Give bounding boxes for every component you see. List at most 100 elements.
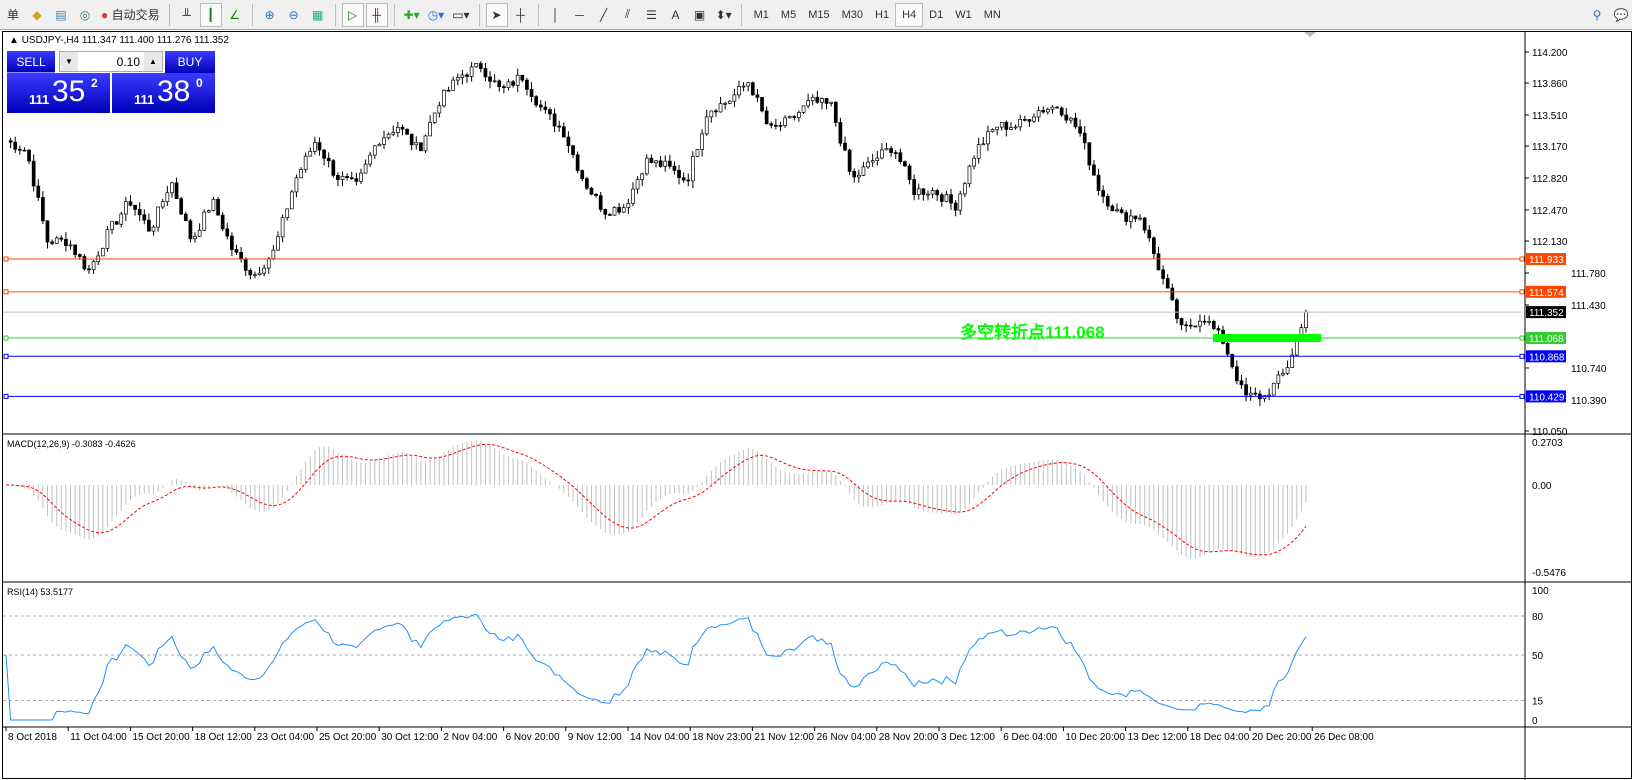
candle-body [944,194,949,202]
zoom-in-icon[interactable]: ⊕ [264,7,275,22]
time-axis-label: 13 Dec 12:00 [1128,732,1188,743]
auto-scroll-icon[interactable]: ▷ [341,2,364,27]
crosshair-icon[interactable]: ┼ [516,7,525,22]
price-level-tag [1526,332,1566,345]
candle-body [1290,354,1295,368]
candle-body [188,220,193,240]
navigator-icon[interactable]: ▤ [55,7,67,22]
text-label-icon[interactable]: ▣ [693,7,706,22]
candle-body [930,190,935,195]
tile-windows-icon[interactable]: ▦ [311,7,324,22]
lot-decrease-button[interactable]: ▼ [60,52,78,71]
auto-trading-button[interactable]: ● 自动交易 [98,3,163,27]
line-chart-icon[interactable]: ∠ [229,7,240,22]
menu-fragment[interactable]: 单 [6,8,19,22]
price-tick-label: 113.170 [1532,142,1568,153]
level-handle [3,353,9,359]
candle-body [852,171,857,178]
rsi-axis-label: 100 [1532,586,1549,597]
lot-increase-button[interactable]: ▲ [144,52,162,71]
buy-price[interactable]: 111 38 0 [112,73,215,113]
price-level-label: 111.068 [1529,334,1564,345]
timeframe-m30[interactable]: M30 [841,8,864,21]
chart-shift-icon[interactable]: ╫ [365,2,388,27]
timeframe-mn[interactable]: MN [983,8,1001,21]
candle-body [774,124,778,127]
candle-body [921,188,926,195]
equidistant-channel-icon[interactable]: ⫽ [624,7,631,21]
search-icon[interactable]: ⚲ [1592,7,1602,22]
timeframe-w1[interactable]: W1 [955,8,972,21]
time-axis-label: 18 Oct 12:00 [195,732,253,743]
candle-body [1179,318,1184,326]
candle-body [128,201,133,206]
candle-body [110,221,114,230]
candle-body [1032,116,1036,122]
arrows-icon[interactable]: ⬍▾ [715,7,732,22]
candle-body [41,197,45,222]
zoom-out-icon[interactable]: ⊖ [288,7,299,22]
candle-body [22,149,27,152]
chat-icon[interactable]: 💬 [1613,7,1629,22]
candle-body [1092,164,1096,176]
cursor-icon[interactable]: ➤ [485,2,508,27]
timeframe-m15[interactable]: M15 [808,8,830,21]
candle-body [114,221,119,225]
sell-button[interactable]: SELL [7,51,55,73]
candle-body [271,249,276,259]
level-handle [1519,256,1525,262]
candle-body [824,98,829,104]
candle-body [395,126,400,133]
candle-body [488,76,492,82]
candlestick-icon[interactable]: ┃ [199,2,222,27]
lot-input[interactable]: 0.10 [116,54,140,69]
templates-icon[interactable]: ▭▾ [452,7,470,22]
buy-button[interactable]: BUY [165,51,215,73]
time-axis-label: 2 Nov 04:00 [443,732,497,743]
time-axis-label: 20 Dec 20:00 [1252,732,1312,743]
candle-body [414,142,419,146]
candle-body [981,143,986,146]
chart-window[interactable]: 114.200 113.860 113.510 113.170 112.820 112.4… [2,31,1632,780]
candle-body [912,179,917,195]
indicators-icon[interactable]: ✚▾ [403,7,420,22]
candle-body [257,272,262,276]
candle-body [206,210,211,213]
timeframe-m5[interactable]: M5 [780,8,797,21]
candle-body [561,126,566,138]
candle-body [612,206,617,216]
fibonacci-icon[interactable]: ☰ [646,7,657,22]
candle-body [1230,353,1235,368]
candle-body [137,209,142,216]
price-level-label: 111.933 [1529,255,1564,266]
market-watch-icon[interactable]: ◆ [32,7,42,22]
bar-chart-icon[interactable]: ╨ [182,7,191,22]
time-axis-label: 6 Dec 04:00 [1003,732,1057,743]
candle-body [442,89,446,107]
candle-body [289,191,294,210]
candle-body [1170,287,1175,301]
timeframe-h1[interactable]: H1 [875,8,890,21]
candle-body [483,68,488,78]
price-tick-label: 110.050 [1532,427,1568,438]
horizontal-line-icon[interactable]: ─ [575,7,584,22]
text-icon[interactable]: A [671,7,680,22]
timeframe-h4[interactable]: H4 [895,2,924,27]
sell-price[interactable]: 111 35 2 [7,73,110,113]
candle-body [1013,126,1018,129]
vertical-line-icon[interactable]: │ [551,7,560,22]
candle-body [68,244,73,247]
candle-body [787,116,792,119]
timeframe-m1[interactable]: M1 [753,8,769,21]
signals-icon[interactable]: ◎ [79,7,91,22]
candle-body [1248,392,1253,396]
price-tick-label: 111.780 [1571,269,1606,280]
trendline-icon[interactable]: ╱ [599,7,608,22]
timeframe-d1[interactable]: D1 [929,8,944,21]
candle-body [990,129,995,133]
periods-icon[interactable]: ◷▾ [427,7,445,22]
lot-stepper[interactable]: ▼ 0.10 ▲ [59,51,163,72]
candle-body [571,145,575,156]
chart-canvas[interactable]: 114.200 113.860 113.510 113.170 112.820 112.4… [3,32,1632,780]
price-level-label: 111.352 [1529,308,1564,319]
